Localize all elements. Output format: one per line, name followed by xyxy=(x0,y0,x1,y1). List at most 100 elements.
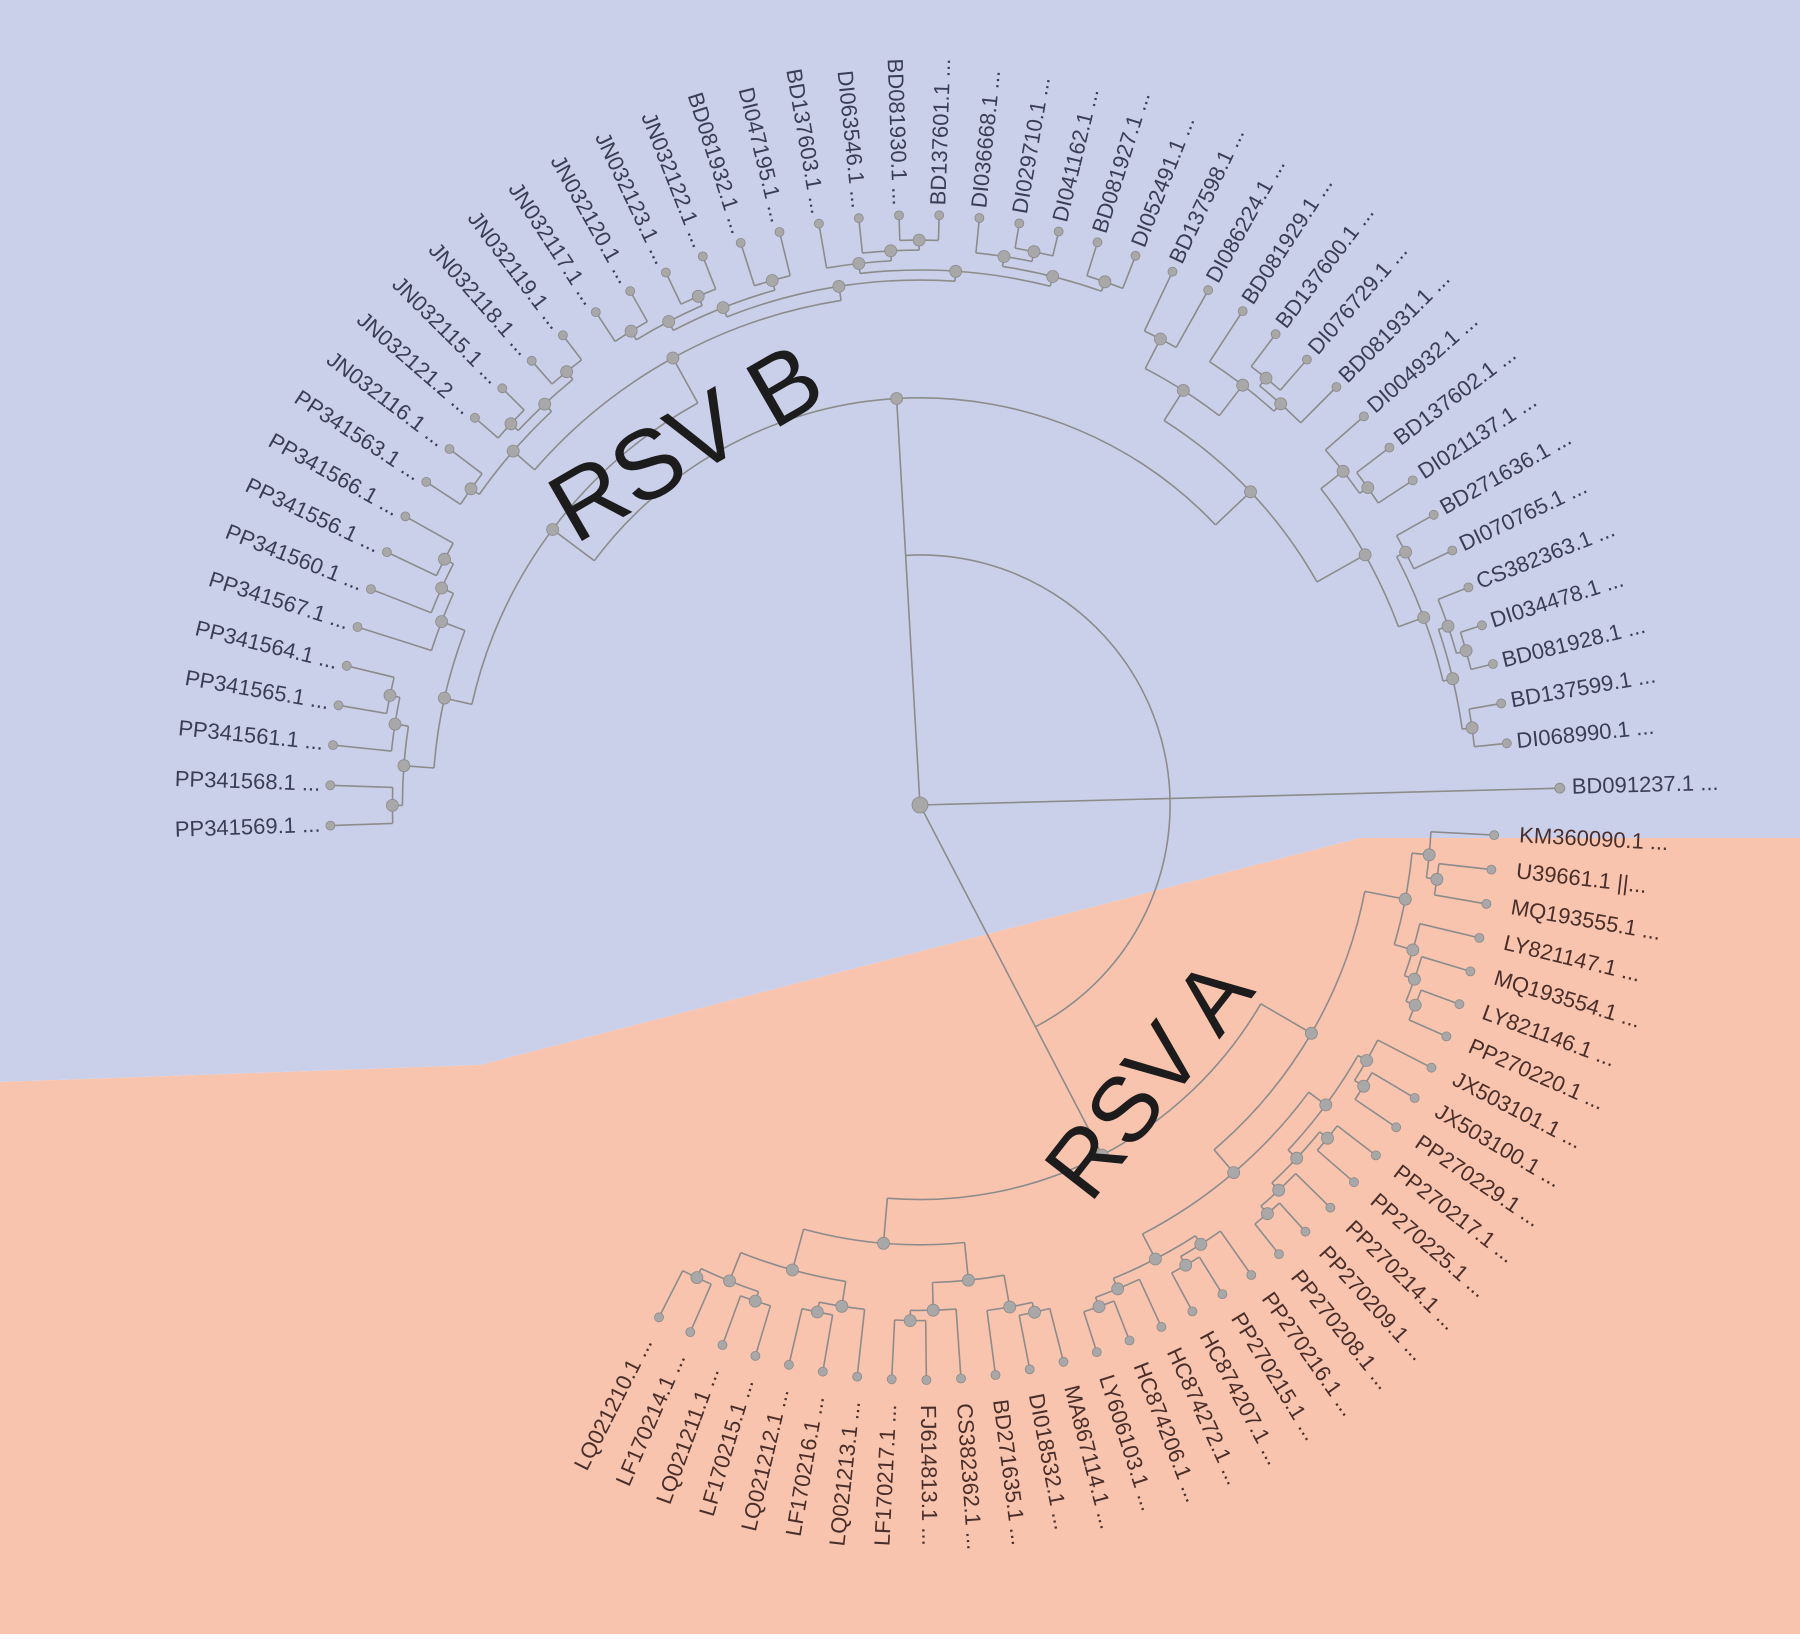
tree-node xyxy=(818,1367,827,1376)
tree-node xyxy=(1275,1250,1284,1259)
tree-node xyxy=(422,477,431,486)
tree-node xyxy=(401,512,410,521)
tree-node xyxy=(439,553,451,565)
tree-node xyxy=(766,275,778,287)
tree-node xyxy=(1149,1253,1161,1265)
tree-node xyxy=(1245,486,1257,498)
tree-node xyxy=(1125,1336,1134,1345)
branch-line xyxy=(926,1321,927,1380)
tree-node xyxy=(1015,219,1024,228)
tree-node xyxy=(1305,1027,1317,1039)
tree-node xyxy=(470,413,479,422)
tree-node xyxy=(1112,1283,1124,1295)
tree-node xyxy=(1482,899,1491,908)
tree-node xyxy=(1466,967,1475,976)
tree-node xyxy=(436,616,448,628)
tree-node xyxy=(1455,1000,1464,1009)
root-node xyxy=(912,797,928,813)
tree-node xyxy=(698,252,707,261)
tree-node xyxy=(558,331,567,340)
tree-node xyxy=(1028,246,1040,258)
tree-node xyxy=(1427,1063,1436,1072)
tree-node xyxy=(1261,1208,1273,1220)
tree-node xyxy=(1168,267,1177,276)
tree-node xyxy=(1337,465,1349,477)
tree-node xyxy=(895,211,904,220)
tree-node xyxy=(1429,510,1438,519)
tree-node xyxy=(784,1360,793,1369)
tree-node xyxy=(1247,1271,1256,1280)
tree-node xyxy=(1180,1259,1192,1271)
tree-node xyxy=(1475,933,1484,942)
tree-node xyxy=(1326,1203,1335,1212)
tree-node xyxy=(625,325,637,337)
tree-node xyxy=(1408,476,1417,485)
tree-node xyxy=(1320,1099,1332,1111)
tree-node xyxy=(1442,620,1454,632)
tree-node xyxy=(498,384,507,393)
tree-node xyxy=(885,245,897,257)
tree-node xyxy=(1271,330,1280,339)
tree-node xyxy=(1400,546,1412,558)
tree-node xyxy=(389,718,401,730)
tree-node xyxy=(1157,1322,1166,1331)
tree-node xyxy=(1371,1151,1380,1160)
tree-node xyxy=(1448,546,1457,555)
tree-node xyxy=(1407,944,1419,956)
tree-node xyxy=(686,1328,695,1337)
tree-node xyxy=(718,1341,727,1350)
tree-node xyxy=(326,821,335,830)
tree-node xyxy=(1093,238,1102,247)
tree-node xyxy=(811,1306,823,1318)
tip-label: BD091237.1 ... xyxy=(1571,770,1718,799)
tree-node xyxy=(1464,583,1473,592)
tree-node xyxy=(692,290,704,302)
tree-node xyxy=(1399,893,1411,905)
tree-node xyxy=(1092,1348,1101,1357)
tree-node xyxy=(438,692,450,704)
tree-node xyxy=(1260,372,1272,384)
tree-node xyxy=(382,548,391,557)
tree-node xyxy=(853,258,865,270)
tree-node xyxy=(342,661,351,670)
tree-node xyxy=(1204,286,1213,295)
tree-node xyxy=(1322,1132,1334,1144)
tree-node xyxy=(398,760,410,772)
tree-node xyxy=(386,799,398,811)
tree-node xyxy=(1154,333,1166,345)
tree-node xyxy=(384,689,396,701)
tree-node xyxy=(1273,1184,1285,1196)
tree-node xyxy=(353,623,362,632)
tree-node xyxy=(1177,384,1189,396)
tree-node xyxy=(626,287,635,296)
tree-node xyxy=(998,251,1010,263)
tree-node xyxy=(957,1374,966,1383)
tip-label: FJ614813.1 ... xyxy=(916,1405,942,1546)
tree-node xyxy=(975,214,984,223)
tree-node xyxy=(717,302,729,314)
tree-node xyxy=(1478,621,1487,630)
tree-node xyxy=(1054,227,1063,236)
tree-node xyxy=(1237,379,1249,391)
tree-node xyxy=(1093,1301,1105,1313)
tree-node xyxy=(1490,831,1499,840)
tree-node xyxy=(913,234,925,246)
tree-node xyxy=(436,582,448,594)
tree-node xyxy=(836,1300,848,1312)
tree-node xyxy=(465,483,477,495)
tree-node xyxy=(1502,739,1511,748)
tree-node xyxy=(1431,873,1443,885)
tree-node xyxy=(1358,1080,1370,1092)
tree-node xyxy=(1487,865,1496,874)
tree-node xyxy=(1025,1365,1034,1374)
tree-node xyxy=(1301,1227,1310,1236)
tree-node xyxy=(663,316,675,328)
tree-node xyxy=(547,524,559,536)
tree-node xyxy=(904,1315,916,1327)
tree-node xyxy=(561,366,573,378)
tree-node xyxy=(1392,1123,1401,1132)
tree-node xyxy=(786,1264,798,1276)
tree-node xyxy=(1497,699,1506,708)
tree-node xyxy=(962,1274,974,1286)
